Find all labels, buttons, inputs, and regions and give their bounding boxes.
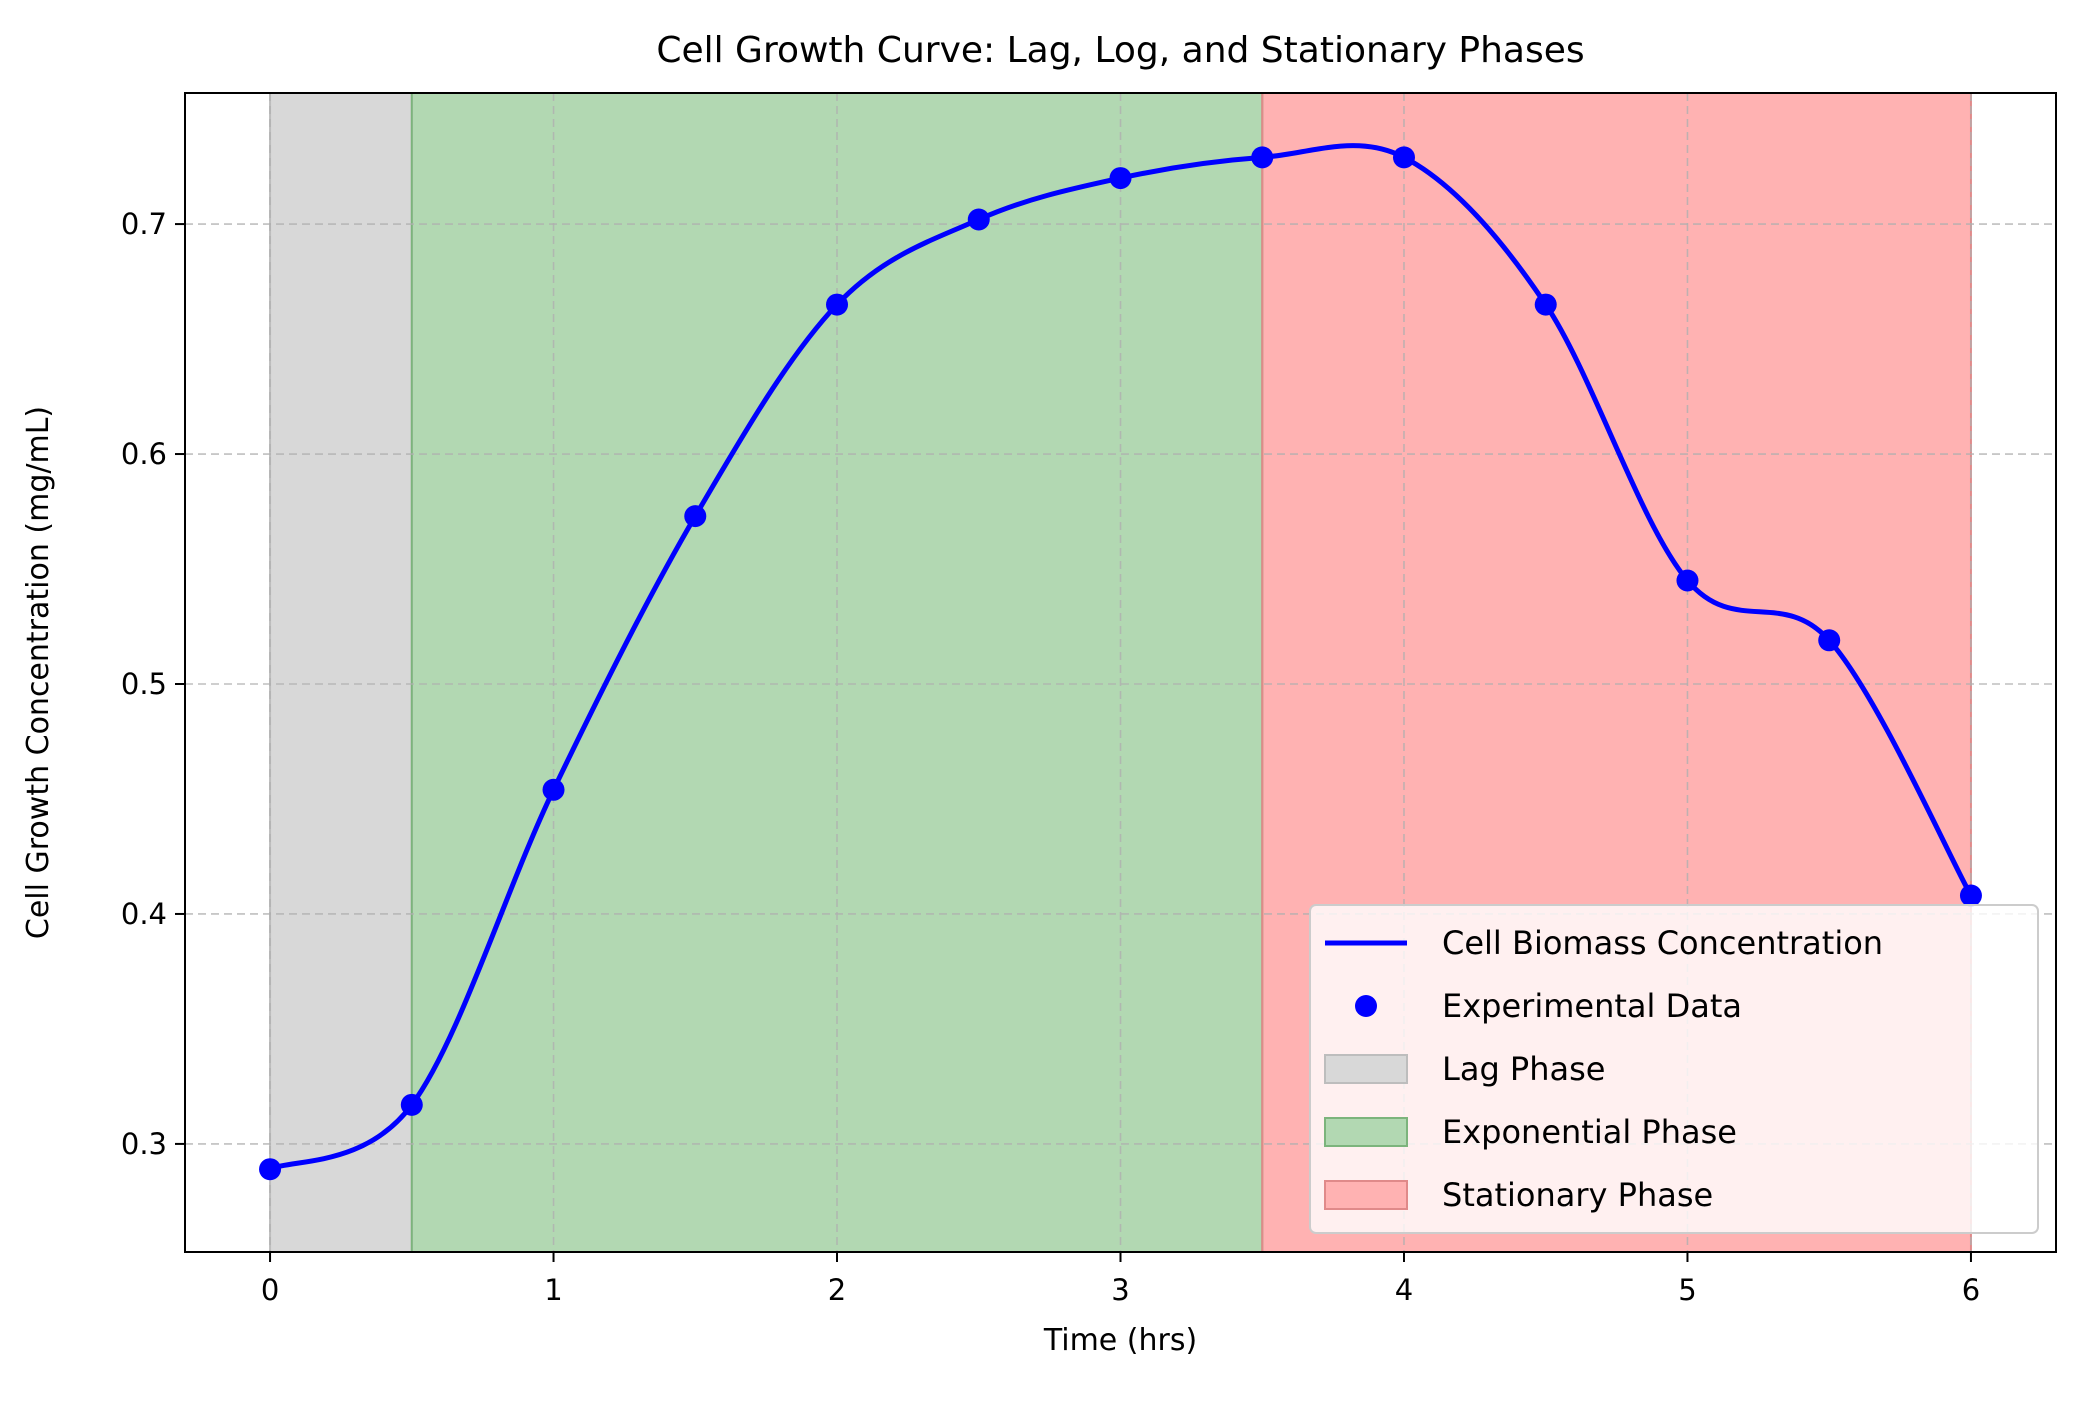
x-tick-label-6: 6 (1962, 1273, 1980, 1307)
y-tick-label-0: 0.3 (121, 1127, 167, 1161)
chart-title: Cell Growth Curve: Lag, Log, and Station… (656, 30, 1584, 71)
y-tick-label-1: 0.4 (121, 897, 167, 931)
x-tick-label-1: 1 (544, 1273, 562, 1307)
x-tick-label-2: 2 (828, 1273, 846, 1307)
data-point-8 (1392, 146, 1415, 169)
data-point-11 (1818, 629, 1841, 652)
x-tick-label-4: 4 (1395, 1273, 1413, 1307)
y-tick-label-2: 0.5 (121, 667, 167, 701)
legend-label-1: Experimental Data (1442, 987, 1742, 1025)
data-point-1 (400, 1093, 423, 1116)
data-point-7 (1251, 146, 1274, 169)
y-axis-label: Cell Growth Concentration (mg/mL) (21, 406, 56, 939)
data-point-9 (1534, 293, 1557, 316)
ticks: 0 1 2 3 4 5 6 0.3 0.4 0.5 0.6 0.7 (121, 207, 1980, 1307)
data-point-5 (967, 208, 990, 231)
data-point-3 (684, 505, 707, 528)
series-line-biomass (269, 143, 1974, 1172)
x-tick-label-3: 3 (1111, 1273, 1129, 1307)
legend-label-4: Stationary Phase (1442, 1176, 1713, 1214)
legend-patch-swatch-3 (1324, 1117, 1408, 1147)
legend-label-3: Exponential Phase (1442, 1113, 1737, 1151)
x-axis-label: Time (hrs) (1043, 1323, 1197, 1358)
data-point-10 (1676, 569, 1699, 592)
series-layer (259, 143, 1982, 1181)
legend: Cell Biomass Concentration Experimental D… (1309, 904, 2039, 1234)
phase-band-0 (270, 93, 412, 1252)
legend-patch-swatch-4 (1324, 1180, 1408, 1210)
data-point-0 (259, 1158, 282, 1181)
legend-label-0: Cell Biomass Concentration (1442, 924, 1883, 962)
data-point-12 (1959, 884, 1982, 907)
y-tick-label-3: 0.6 (121, 437, 167, 471)
legend-label-2: Lag Phase (1442, 1050, 1605, 1088)
y-tick-label-4: 0.7 (121, 207, 167, 241)
x-tick-label-0: 0 (261, 1273, 279, 1307)
legend-patch-swatch-2 (1324, 1054, 1408, 1084)
data-point-6 (1109, 167, 1132, 190)
x-tick-label-5: 5 (1678, 1273, 1696, 1307)
legend-box (1309, 904, 2039, 1234)
data-point-4 (826, 293, 849, 316)
data-point-2 (542, 778, 565, 801)
legend-marker-swatch (1355, 995, 1377, 1017)
